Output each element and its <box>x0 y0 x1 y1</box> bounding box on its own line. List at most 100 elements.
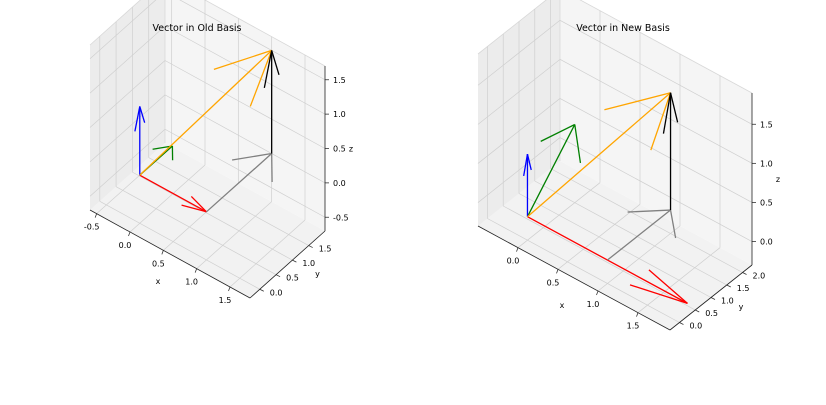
x-tick-label: 1.0 <box>587 300 600 309</box>
quiver-arrow <box>206 152 273 213</box>
y-tick-mark <box>308 245 313 248</box>
x-tick-mark <box>194 268 198 273</box>
grid-line <box>89 0 157 60</box>
arrow-head <box>271 50 280 75</box>
arrow-head <box>662 92 672 134</box>
quiver-arrow <box>263 50 280 154</box>
x-tick-mark <box>596 290 599 296</box>
x-tick-label: 0.0 <box>119 241 132 250</box>
x-tick-mark <box>161 250 164 255</box>
pane-edge <box>204 0 326 67</box>
y-tick-mark <box>726 284 731 288</box>
floor-pane <box>90 143 325 298</box>
grid-line <box>99 200 260 290</box>
z-tick-label: 1.0 <box>333 110 346 119</box>
quiver-arrow <box>607 209 677 261</box>
x-tick-mark <box>556 269 559 274</box>
arrow-head <box>574 124 582 164</box>
grid-line <box>477 137 561 203</box>
x-axis-line <box>89 209 251 299</box>
y-axis-line <box>249 230 326 299</box>
quiver-arrow <box>527 92 672 218</box>
chart-title: Vector in Old Basis <box>152 23 241 34</box>
arrow-head <box>526 154 532 171</box>
grid-line <box>559 19 753 125</box>
chart-panel-old-basis: -0.50.00.51.01.50.00.51.01.5-0.50.00.51.… <box>84 0 353 305</box>
arrow-head <box>629 284 688 304</box>
arrow-head <box>523 154 529 177</box>
arrow-head <box>604 92 671 111</box>
grid-line <box>487 218 680 323</box>
z-axis-label: z <box>349 145 353 154</box>
grid-line <box>148 157 309 246</box>
grid-line <box>132 171 293 261</box>
x-tick-mark <box>516 247 519 252</box>
y-tick-mark <box>292 259 297 263</box>
arrow-head <box>648 269 688 304</box>
z-tick-label: -0.5 <box>333 213 349 222</box>
arrow-head <box>190 195 207 213</box>
grid-line <box>89 25 166 94</box>
arrow-shaft <box>139 174 207 213</box>
x-axis-label: x <box>156 277 161 286</box>
grid-line <box>164 60 326 149</box>
arrow-head <box>669 209 677 239</box>
arrow-shaft <box>607 209 671 261</box>
grid-line <box>115 186 277 276</box>
grid-line <box>550 168 743 273</box>
arrow-head <box>540 123 576 142</box>
right-back-pane <box>560 0 752 265</box>
y-tick-label: 1.0 <box>721 297 734 306</box>
grid-line <box>559 137 753 242</box>
x-tick-label: 0.5 <box>547 278 560 287</box>
quiver-arrow <box>526 123 582 218</box>
arrow-head <box>134 106 141 132</box>
z-tick-label: 1.5 <box>333 76 346 85</box>
x-tick-label: 1.0 <box>185 278 198 287</box>
grid-line <box>503 205 696 311</box>
arrow-shaft <box>527 92 671 218</box>
grid-line <box>89 60 166 128</box>
chart-panel-new-basis: 0.00.51.01.5 0.00.51.01.52.00.00.51.01.5x… <box>477 0 780 331</box>
quiver-arrow <box>139 49 273 176</box>
x-axis-line <box>477 225 671 331</box>
y-tick-mark <box>742 272 747 275</box>
x-tick-mark <box>228 286 231 292</box>
quiver-arrow <box>134 106 146 176</box>
z-tick-label: 1.5 <box>760 120 773 129</box>
y-tick-mark <box>679 322 684 325</box>
y-tick-label: 0.5 <box>705 309 718 318</box>
x-axis-label: x <box>560 301 565 310</box>
y-tick-label: 0.5 <box>286 274 299 283</box>
y-axis-line <box>669 264 753 331</box>
quiver-arrow <box>527 216 688 304</box>
arrow-shaft <box>139 49 273 176</box>
y-tick-mark <box>259 288 264 292</box>
arrow-head <box>263 50 273 89</box>
grid-line <box>518 193 712 298</box>
grid-line <box>89 128 166 197</box>
x-tick-label: 0.5 <box>152 259 165 268</box>
arrow-head <box>139 106 146 123</box>
y-tick-mark <box>695 309 700 313</box>
y-tick-label: 0.0 <box>689 322 702 331</box>
z-tick-label: 0.5 <box>333 145 346 154</box>
arrow-head <box>249 50 273 107</box>
x-tick-label: 1.5 <box>219 296 232 305</box>
z-tick-label: 0.0 <box>760 238 773 247</box>
quiver-arrow <box>662 92 679 211</box>
z-tick-label: 1.0 <box>760 159 773 168</box>
grid-line <box>164 25 326 115</box>
grid-line <box>534 180 727 286</box>
grid-line <box>477 98 561 164</box>
chart-title: Vector in New Basis <box>576 23 670 34</box>
grid-line <box>164 94 326 184</box>
grid-line <box>164 128 326 218</box>
grid-line <box>559 59 753 164</box>
arrow-shaft <box>526 124 576 218</box>
grid-line <box>89 94 166 163</box>
arrow-shaft <box>206 153 273 213</box>
x-tick-label: 0.0 <box>507 257 520 266</box>
x-tick-mark <box>94 213 98 218</box>
